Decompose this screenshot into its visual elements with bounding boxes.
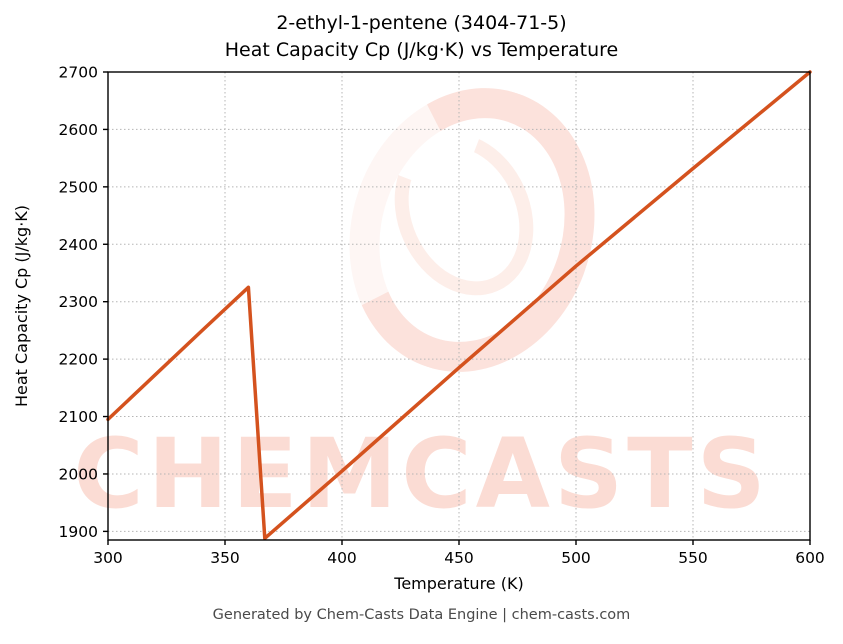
svg-text:550: 550 xyxy=(678,549,708,567)
svg-text:300: 300 xyxy=(93,549,123,567)
svg-text:2700: 2700 xyxy=(59,64,98,82)
x-axis-label: Temperature (K) xyxy=(394,574,524,593)
svg-text:450: 450 xyxy=(444,549,474,567)
svg-text:2200: 2200 xyxy=(59,351,98,369)
chart-title-line-2: Heat Capacity Cp (J/kg·K) vs Temperature xyxy=(224,39,619,61)
svg-text:350: 350 xyxy=(210,549,240,567)
svg-text:600: 600 xyxy=(795,549,825,567)
svg-text:2400: 2400 xyxy=(59,236,98,254)
chart-title-line-1: 2-ethyl-1-pentene (3404-71-5) xyxy=(276,12,567,34)
svg-text:2000: 2000 xyxy=(59,465,98,483)
svg-text:2500: 2500 xyxy=(59,178,98,196)
svg-text:1900: 1900 xyxy=(59,523,98,541)
svg-text:2300: 2300 xyxy=(59,293,98,311)
svg-text:500: 500 xyxy=(561,549,591,567)
y-axis-label: Heat Capacity Cp (J/kg·K) xyxy=(12,204,31,408)
svg-text:400: 400 xyxy=(327,549,357,567)
chart-title: 2-ethyl-1-pentene (3404-71-5) Heat Capac… xyxy=(0,10,843,64)
footer-credit: Generated by Chem-Casts Data Engine | ch… xyxy=(212,607,631,623)
svg-text:2100: 2100 xyxy=(59,408,98,426)
svg-text:2600: 2600 xyxy=(59,121,98,139)
